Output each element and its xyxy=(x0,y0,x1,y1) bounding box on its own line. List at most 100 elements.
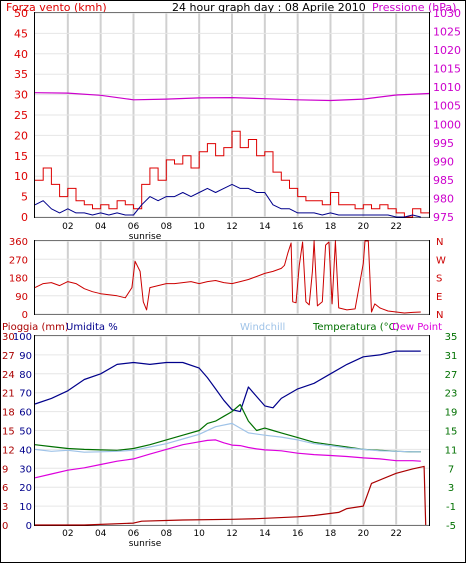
wind-direction-tick-label: 270 xyxy=(9,255,28,266)
humidity-tick-label: 80 xyxy=(19,370,32,381)
wind-direction-tick-label: 0 xyxy=(22,310,28,321)
hour-tick-label: 02 xyxy=(62,222,73,232)
pressure-tick-label: 1005 xyxy=(433,100,461,113)
humidity-axis-title: Umidita % xyxy=(66,322,118,333)
wind-speed-tick-label: 50 xyxy=(14,7,28,20)
temperature-line xyxy=(34,403,421,453)
windchill-line xyxy=(34,422,421,453)
wind-speed-tick-label: 40 xyxy=(14,48,28,61)
pressure-tick-label: 995 xyxy=(433,137,454,150)
humidity-tick-label: 100 xyxy=(13,332,32,343)
wind-direction-gridlines xyxy=(35,240,429,315)
pressure-tick-label: 1030 xyxy=(433,7,461,20)
humidity-tick-label: 30 xyxy=(19,464,32,475)
hour-tick-label: 06 xyxy=(128,222,140,232)
temperature-tick-label: 7 xyxy=(448,464,454,475)
humidity-tick-label: 20 xyxy=(19,483,32,494)
temperature-tick-label: 23 xyxy=(445,389,458,400)
hour-tick-label: 14 xyxy=(259,529,271,539)
wind-speed-tick-label: 35 xyxy=(14,68,28,81)
rain-tick-label: 3 xyxy=(2,502,8,513)
temperature-tick-label: 31 xyxy=(445,351,458,362)
sunrise-label-top: sunrise xyxy=(129,232,162,242)
hour-tick-label: 06 xyxy=(128,529,140,539)
wind-speed-ticks: 0 5 10 15 20 25 30 35 40 45 50 xyxy=(14,7,28,224)
wind-direction-tick-label: 360 xyxy=(9,237,28,248)
wind-speed-tick-label: 10 xyxy=(14,170,28,183)
compass-tick-label: W xyxy=(436,255,446,266)
hour-tick-label: 20 xyxy=(358,529,370,539)
compass-tick-label: N xyxy=(436,237,443,248)
temperature-ticks: -5 -1 3 7 11 15 19 23 27 31 35 xyxy=(445,332,458,532)
wind-pressure-gridlines xyxy=(35,12,429,218)
hour-tick-label: 02 xyxy=(62,529,73,539)
hour-tick-label: 18 xyxy=(325,529,337,539)
temperature-tick-label: 35 xyxy=(445,332,458,343)
humidity-tick-label: 40 xyxy=(19,445,32,456)
wind-direction-degree-ticks: 0 90 180 270 360 xyxy=(9,237,28,321)
pressure-axis-title: Pressione (hPa) xyxy=(372,1,456,14)
hour-tick-label: 22 xyxy=(390,222,401,232)
temperature-axis-title: Temperatura (°C) xyxy=(312,322,400,333)
rain-tick-label: 24 xyxy=(2,370,15,381)
hour-tick-label: 20 xyxy=(358,222,370,232)
pressure-tick-label: 1000 xyxy=(433,118,461,131)
pressure-tick-label: 1010 xyxy=(433,81,461,94)
temperature-tick-label: 19 xyxy=(445,408,458,419)
hour-tick-label: 22 xyxy=(390,529,401,539)
wind-speed-tick-label: 20 xyxy=(14,129,28,142)
pressure-tick-label: 985 xyxy=(433,174,454,187)
hour-tick-label: 16 xyxy=(292,529,304,539)
temperature-tick-label: 27 xyxy=(445,370,458,381)
rain-tick-label: 30 xyxy=(2,332,15,343)
rain-tick-label: 21 xyxy=(2,389,15,400)
wind-speed-tick-label: 5 xyxy=(21,191,28,204)
rain-ticks: 0 3 6 9 12 15 18 21 24 27 30 xyxy=(2,332,15,532)
pressure-tick-label: 980 xyxy=(433,192,454,205)
temperature-tick-label: 3 xyxy=(448,483,454,494)
rain-tick-label: 12 xyxy=(2,445,15,456)
temperature-tick-label: -5 xyxy=(446,521,456,532)
wind-direction-series xyxy=(34,240,421,314)
hour-tick-label: 04 xyxy=(95,529,107,539)
humidity-tick-label: 70 xyxy=(19,389,32,400)
humidity-tick-label: 0 xyxy=(26,521,32,532)
wind-speed-tick-label: 45 xyxy=(14,27,28,40)
wind-pressure-series xyxy=(34,92,430,218)
wind-speed-tick-label: 0 xyxy=(21,211,28,224)
pressure-ticks: 975 980 985 990 995 1000 1005 1010 1015 1020 1025 1… xyxy=(433,7,461,224)
pressure-tick-label: 1025 xyxy=(433,26,461,39)
hour-tick-label: 10 xyxy=(193,529,205,539)
wind-speed-tick-label: 30 xyxy=(14,89,28,102)
wind-direction-line xyxy=(34,240,421,314)
pressure-tick-label: 975 xyxy=(433,211,454,224)
rain-axis-title: Pioggia (mm) xyxy=(2,322,69,333)
hour-tick-label: 04 xyxy=(95,222,107,232)
rain-tick-label: 9 xyxy=(2,464,8,475)
humidity-tick-label: 90 xyxy=(19,351,32,362)
wind-speed-axis-title: Forza vento (kmh) xyxy=(6,1,107,14)
humidity-tick-label: 60 xyxy=(19,408,32,419)
wind-gust-line xyxy=(34,183,421,218)
hour-tick-label: 08 xyxy=(161,529,173,539)
hour-tick-label: 14 xyxy=(259,222,271,232)
humidity-ticks: 0 10 20 30 40 50 60 70 80 90 100 xyxy=(13,332,32,532)
dewpoint-legend: Dew Point xyxy=(392,322,442,333)
temperature-tick-label: -1 xyxy=(446,502,456,513)
wind-speed-line xyxy=(35,130,429,218)
humidity-tick-label: 50 xyxy=(19,427,32,438)
compass-tick-label: S xyxy=(436,274,442,285)
climate-series xyxy=(34,350,427,526)
pressure-line xyxy=(34,92,430,102)
dewpoint-line xyxy=(34,439,421,479)
rain-tick-label: 6 xyxy=(2,483,8,494)
hour-tick-label: 12 xyxy=(226,529,237,539)
pressure-tick-label: 1015 xyxy=(433,63,461,76)
windchill-legend: Windchill xyxy=(240,322,285,333)
pressure-tick-label: 990 xyxy=(433,155,454,168)
wind-speed-tick-label: 25 xyxy=(14,109,28,122)
compass-tick-label: E xyxy=(436,292,442,303)
hour-tick-label: 08 xyxy=(161,222,173,232)
